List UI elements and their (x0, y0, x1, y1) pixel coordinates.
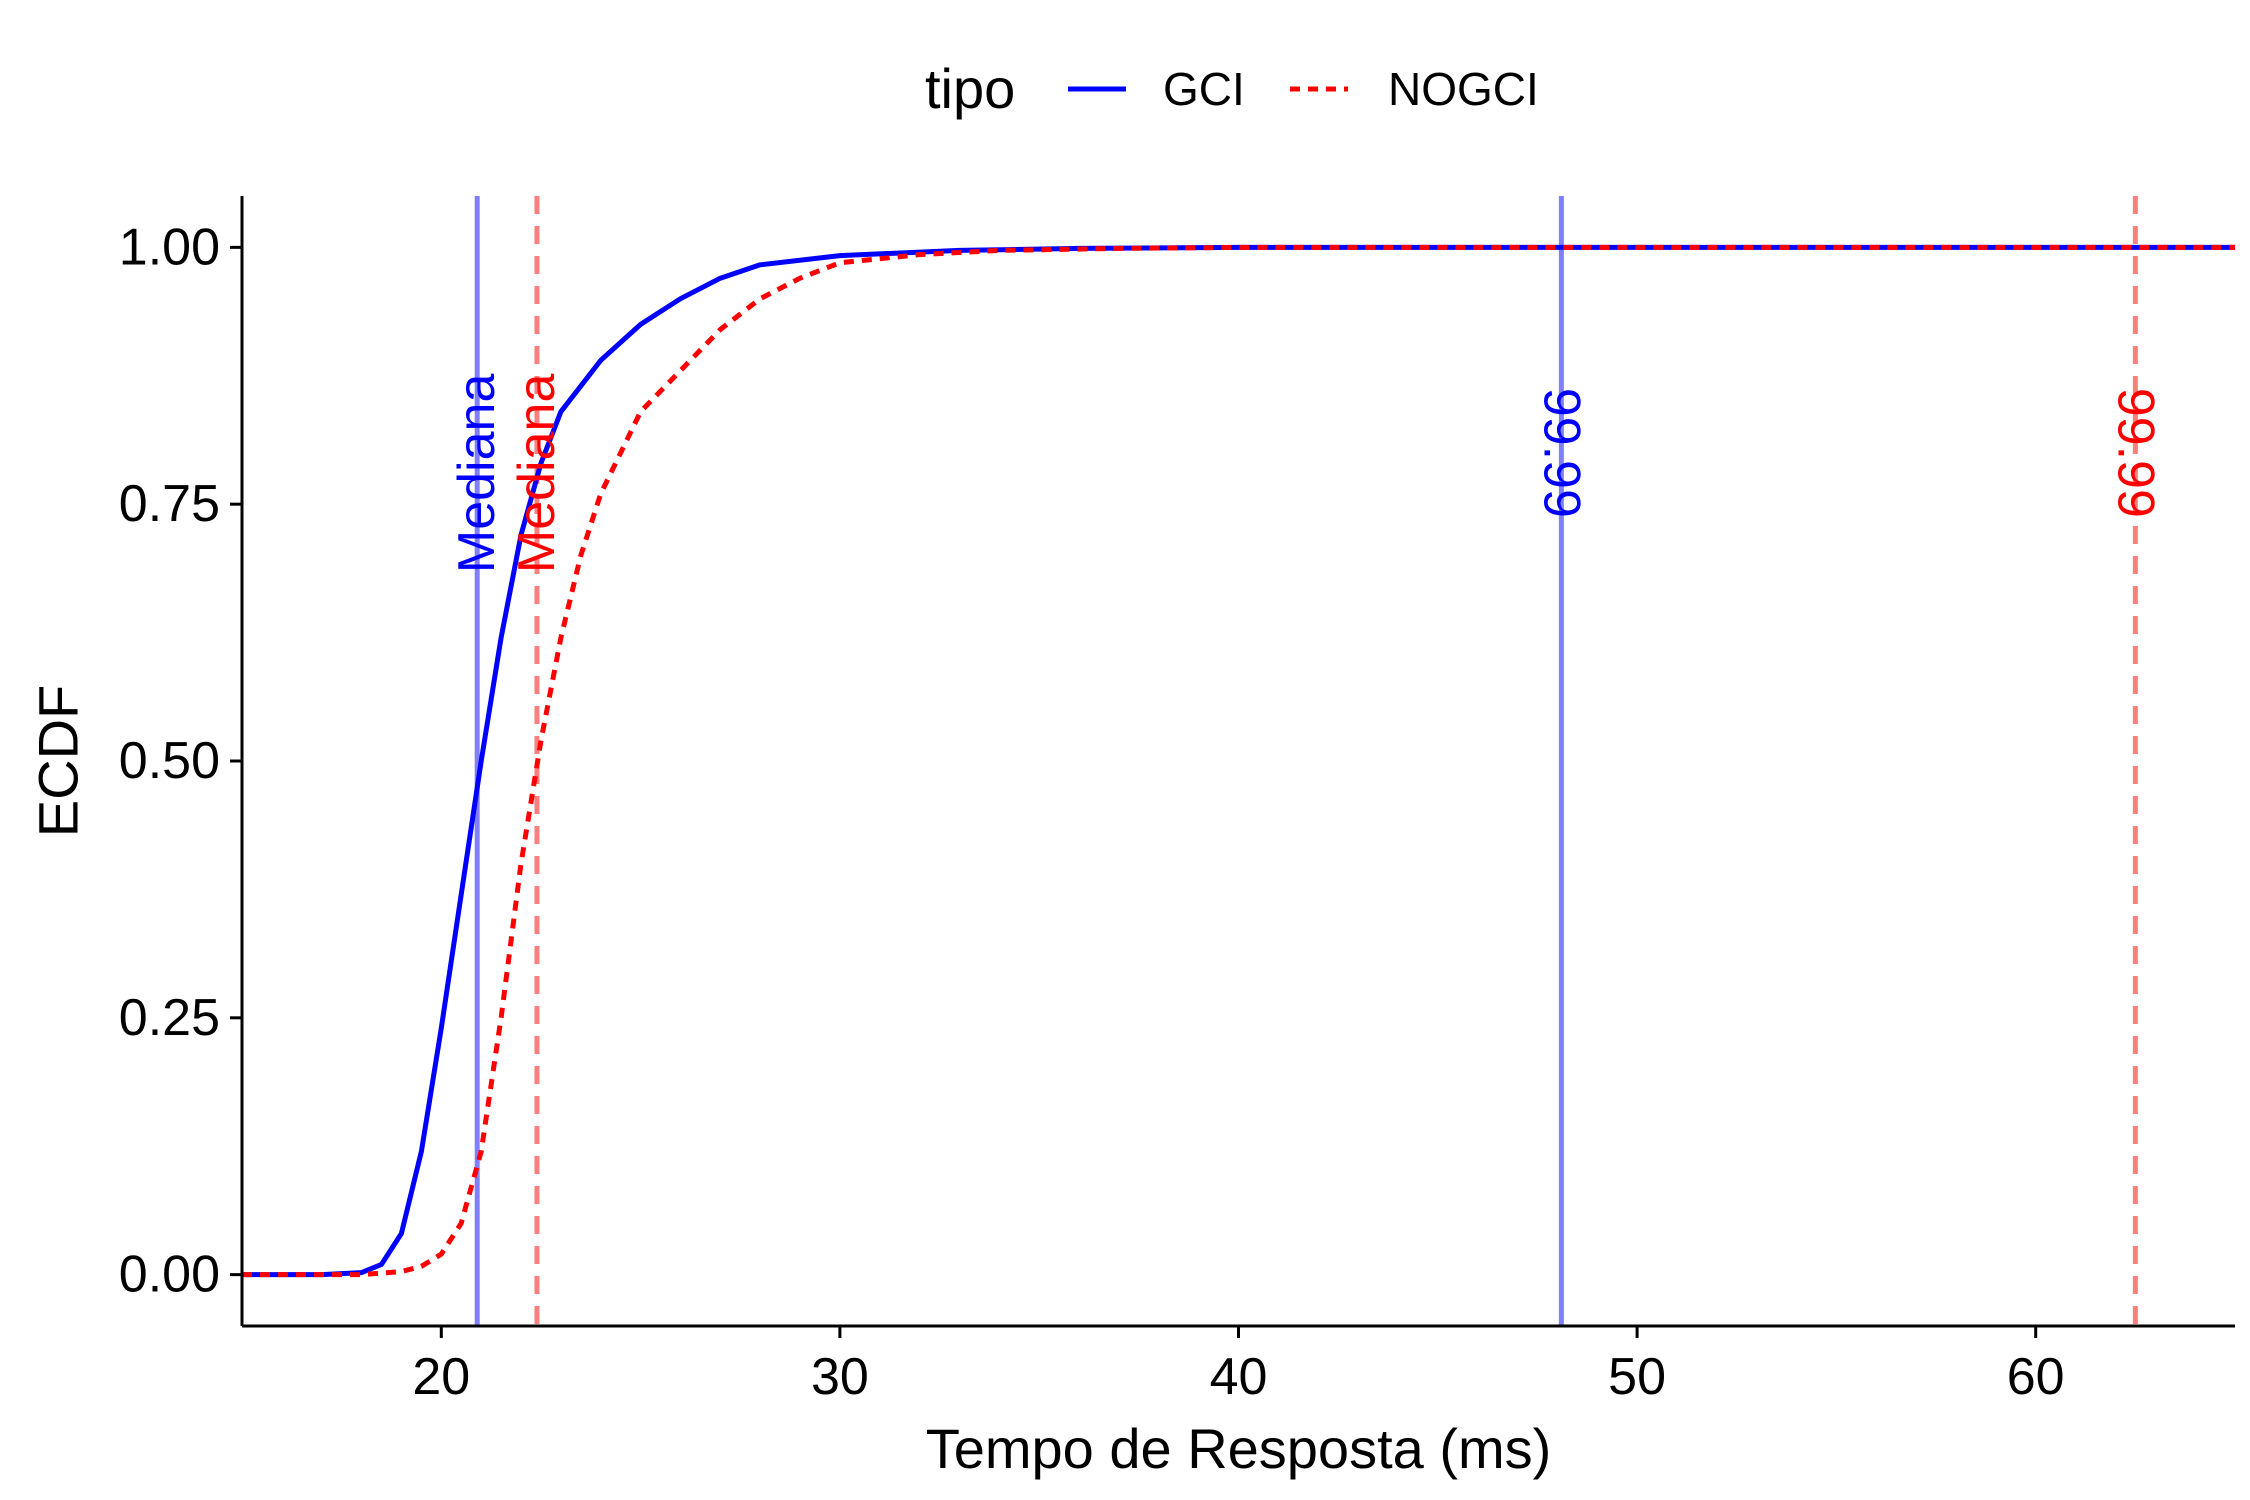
y-tick-label: 0.50 (119, 732, 220, 790)
legend-label-gci: GCI (1163, 63, 1245, 115)
legend-title: tipo (925, 57, 1015, 120)
x-tick-label: 30 (811, 1348, 869, 1406)
reference-lines (474, 196, 2138, 1326)
series-line-nogci (242, 244, 2235, 1278)
axes: 20 30 40 50 60 0.00 0.25 0.50 0.75 1.00 (119, 196, 2235, 1406)
x-tick-label: 20 (412, 1348, 470, 1406)
reference-line-labels: Mediana Mediana 99.99 99.99 (448, 374, 2164, 574)
y-tick-label: 0.25 (119, 989, 220, 1047)
x-tick-label: 50 (1608, 1348, 1666, 1406)
y-tick-label: 0.00 (119, 1246, 220, 1304)
y-tick-label: 1.00 (119, 218, 220, 276)
reference-line-label-4: 99.99 (2106, 388, 2164, 518)
x-axis-title: Tempo de Resposta (ms) (926, 1417, 1552, 1480)
y-tick-label: 0.75 (119, 475, 220, 533)
series-lines (242, 244, 2235, 1278)
reference-line-label-3: 99.99 (1532, 388, 1590, 518)
x-tick-label: 60 (2007, 1348, 2065, 1406)
y-axis-title: ECDF (27, 685, 90, 837)
reference-line-label-2: Mediana (508, 374, 566, 574)
series-line-gci (242, 244, 2235, 1278)
legend: tipo GCI NOGCI (925, 57, 1539, 120)
legend-label-nogci: NOGCI (1388, 63, 1539, 115)
reference-line-label-1: Mediana (448, 374, 506, 574)
x-tick-label: 40 (1210, 1348, 1268, 1406)
